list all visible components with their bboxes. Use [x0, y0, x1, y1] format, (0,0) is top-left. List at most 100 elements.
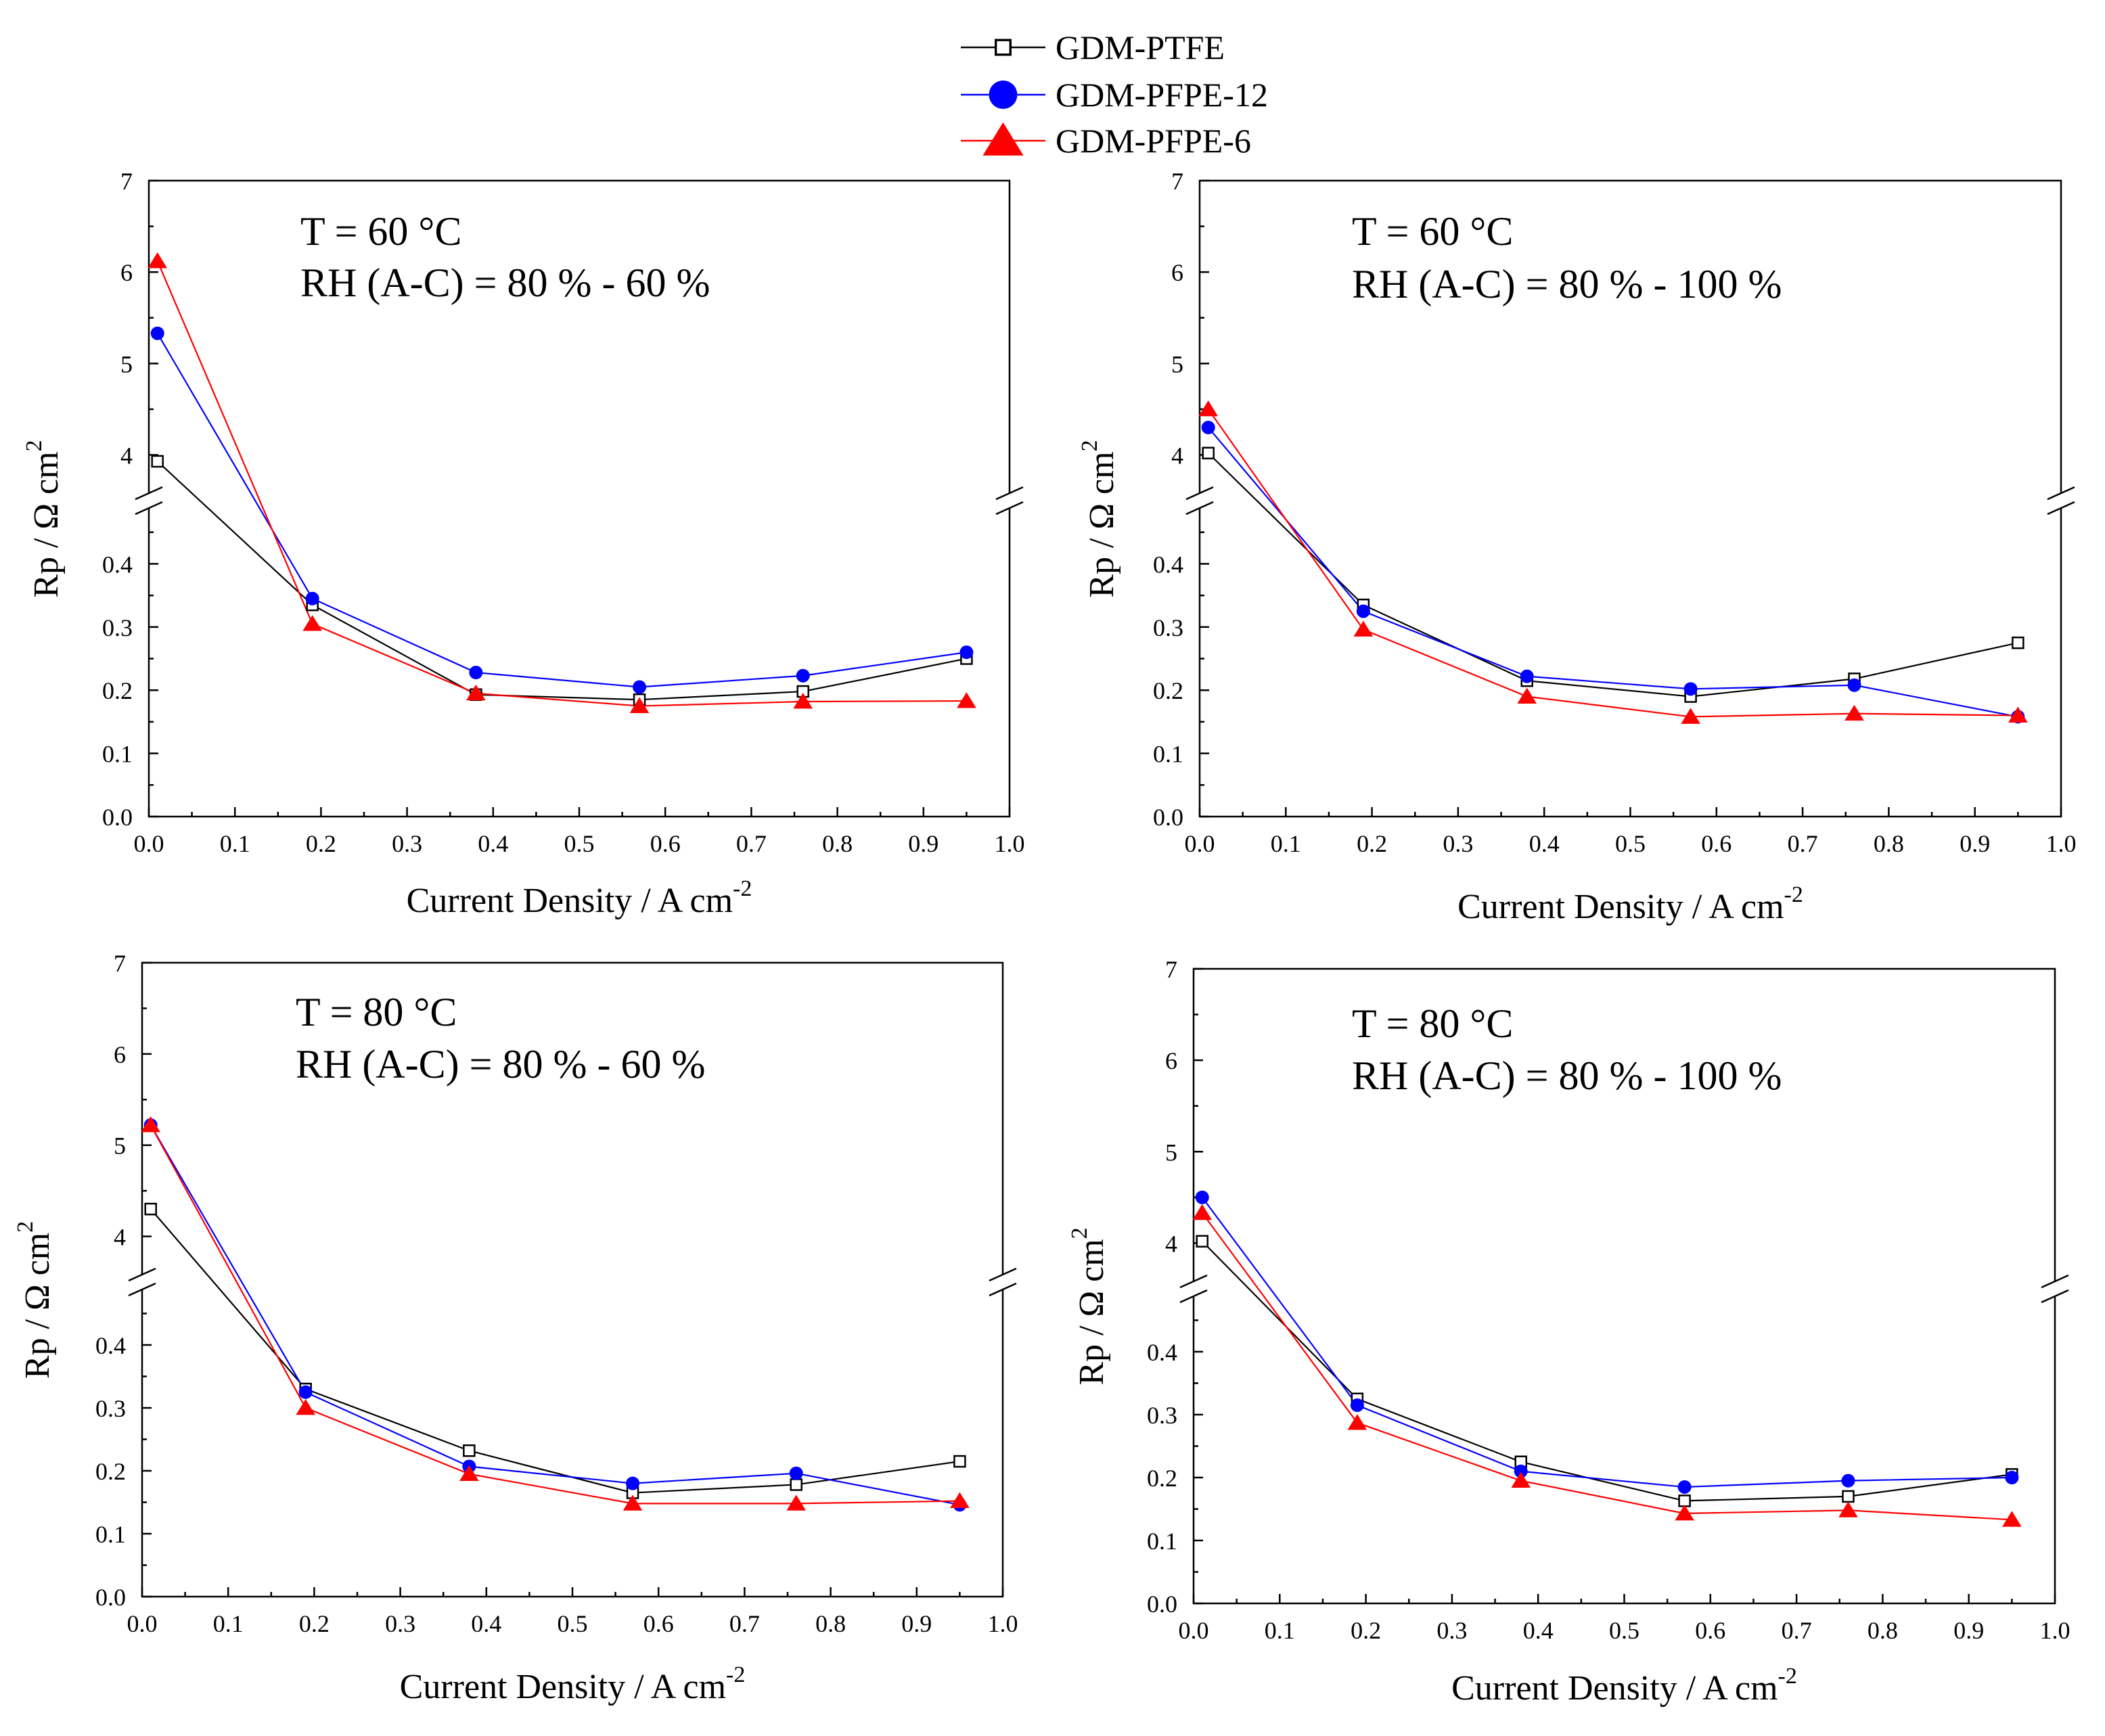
annotation-humidity: RH (A-C) = 80 % - 100 % [1352, 1053, 1782, 1098]
y-tick-label: 7 [1171, 168, 1183, 195]
data-point [302, 615, 322, 631]
x-tick-label: 0.9 [1953, 1617, 1984, 1644]
series-points-gdm-pfpe-6 [1198, 400, 2028, 724]
axis-break-mark [135, 501, 163, 516]
axis-break-mark [989, 1267, 1017, 1282]
y-tick-label: 4 [120, 442, 133, 469]
data-point [141, 1116, 161, 1133]
x-tick-label: 0.0 [1179, 1617, 1209, 1644]
x-tick-label: 0.8 [1874, 830, 1904, 857]
x-tick-label: 0.2 [306, 830, 336, 857]
y-tick-label: 0.4 [1147, 1339, 1177, 1366]
legend-label: GDM-PFPE-6 [1056, 122, 1251, 160]
annotation-humidity: RH (A-C) = 80 % - 60 % [300, 260, 710, 305]
legend: GDM-PTFE GDM-PFPE-12 GDM-PFPE-6 [961, 28, 1268, 160]
x-axis-title-text: Current Density / A cm [1457, 888, 1784, 926]
x-tick-label: 0.4 [478, 830, 508, 857]
data-point [148, 252, 168, 269]
x-tick-label: 0.3 [392, 830, 422, 857]
x-tick-label: 0.4 [1529, 830, 1560, 857]
x-tick-label: 0.0 [1185, 830, 1215, 857]
data-point [1841, 1474, 1855, 1488]
axis-break-gap [145, 493, 153, 508]
series-line-gdm-ptfe [1201, 1240, 2012, 1502]
y-tick-label: 4 [1165, 1230, 1177, 1257]
y-axis-title: Rp / Ω cm2 [13, 1221, 57, 1379]
series-points-gdm-ptfe [144, 1202, 966, 1499]
annotation-humidity: RH (A-C) = 80 % - 60 % [296, 1042, 705, 1087]
x-tick-label: 0.3 [385, 1610, 415, 1637]
data-point [1517, 687, 1537, 704]
data-point [150, 326, 164, 340]
y-tick-label: 0.4 [1153, 551, 1183, 578]
y-axis-title: Rp / Ω cm2 [1077, 440, 1121, 597]
x-tick-label: 0.8 [822, 830, 853, 857]
x-tick-label: 0.0 [134, 830, 164, 857]
y-axis-title: Rp / Ω cm2 [1067, 1227, 1111, 1385]
y-tick-label: 7 [114, 950, 126, 977]
data-point [459, 1465, 479, 1482]
data-point [1353, 620, 1374, 637]
data-point [298, 1385, 313, 1399]
x-tick-label: 0.6 [1701, 830, 1731, 857]
y-tick-label: 0.0 [1147, 1591, 1177, 1618]
data-point [1514, 1464, 1528, 1478]
axis-break-gap [1190, 1281, 1198, 1296]
data-point [959, 645, 974, 660]
series-points-gdm-pfpe-6 [1192, 1204, 2022, 1527]
x-axis-title: Current Density / A cm-2 [1451, 1664, 1797, 1708]
y-axis-title-text: Rp / Ω cm [27, 451, 66, 597]
x-tick-label: 0.7 [729, 1610, 760, 1637]
x-tick-label: 0.1 [1265, 1617, 1295, 1644]
y-tick-label: 6 [1171, 259, 1183, 286]
x-tick-label: 0.7 [1788, 830, 1818, 857]
series-line-gdm-pfpe-6 [1201, 1212, 2012, 1521]
axis-break-gap [1196, 493, 1204, 508]
x-axis-title: Current Density / A cm-2 [400, 1662, 746, 1706]
y-axis-title-sup: 2 [13, 1221, 38, 1233]
y-tick-label: 0.2 [95, 1458, 126, 1485]
x-tick-label: 0.6 [1695, 1617, 1725, 1644]
data-point [305, 591, 319, 606]
series-line-gdm-pfpe-12 [1201, 1197, 2012, 1488]
data-point [2008, 706, 2028, 723]
data-point [469, 666, 483, 680]
data-point [957, 692, 976, 708]
data-point [296, 1399, 315, 1415]
data-point [790, 1478, 802, 1491]
x-axis-title-sup: -2 [1784, 882, 1803, 907]
axis-break-mark [2047, 486, 2075, 501]
data-point [626, 1476, 640, 1490]
x-axis-title-sup: -2 [726, 1662, 745, 1687]
data-point [1520, 669, 1534, 683]
data-point [1847, 678, 1861, 692]
x-tick-label: 1.0 [2040, 1617, 2070, 1644]
data-point [463, 1444, 476, 1457]
data-point [1838, 1501, 1858, 1517]
data-point [1356, 604, 1370, 618]
legend-marker-square-open [995, 39, 1012, 56]
series-points-gdm-pfpe-12 [1195, 1190, 2019, 1494]
y-axis-title-sup: 2 [1077, 440, 1102, 451]
x-tick-label: 0.1 [1271, 830, 1301, 857]
y-tick-label: 0.3 [1153, 614, 1183, 641]
data-point [1196, 1235, 1208, 1248]
data-point [1677, 1480, 1692, 1494]
axis-break-gap [2057, 493, 2065, 508]
x-tick-label: 0.5 [558, 1610, 588, 1637]
x-tick-label: 0.5 [1609, 1617, 1639, 1644]
x-tick-label: 0.1 [220, 830, 250, 857]
x-axis-title-sup: -2 [733, 876, 752, 901]
y-tick-label: 0.0 [102, 804, 133, 831]
data-point [1198, 400, 1219, 417]
data-point [466, 684, 486, 701]
x-tick-label: 0.5 [1615, 830, 1646, 857]
axis-break-mark [128, 1267, 156, 1282]
x-tick-label: 0.6 [643, 1610, 674, 1637]
data-point [786, 1494, 807, 1511]
x-tick-label: 0.7 [1782, 1617, 1812, 1644]
axis-break-mark [1179, 1289, 1208, 1304]
x-tick-label: 0.9 [1960, 830, 1990, 857]
axis-break-mark [2041, 1274, 2069, 1289]
chart-panel-2: 0.0 0.1 0.2 0.3 0.4 0.5 0.6 0.7 0.8 0.9 1.0 0.0 0.1 0… [1077, 168, 2077, 926]
